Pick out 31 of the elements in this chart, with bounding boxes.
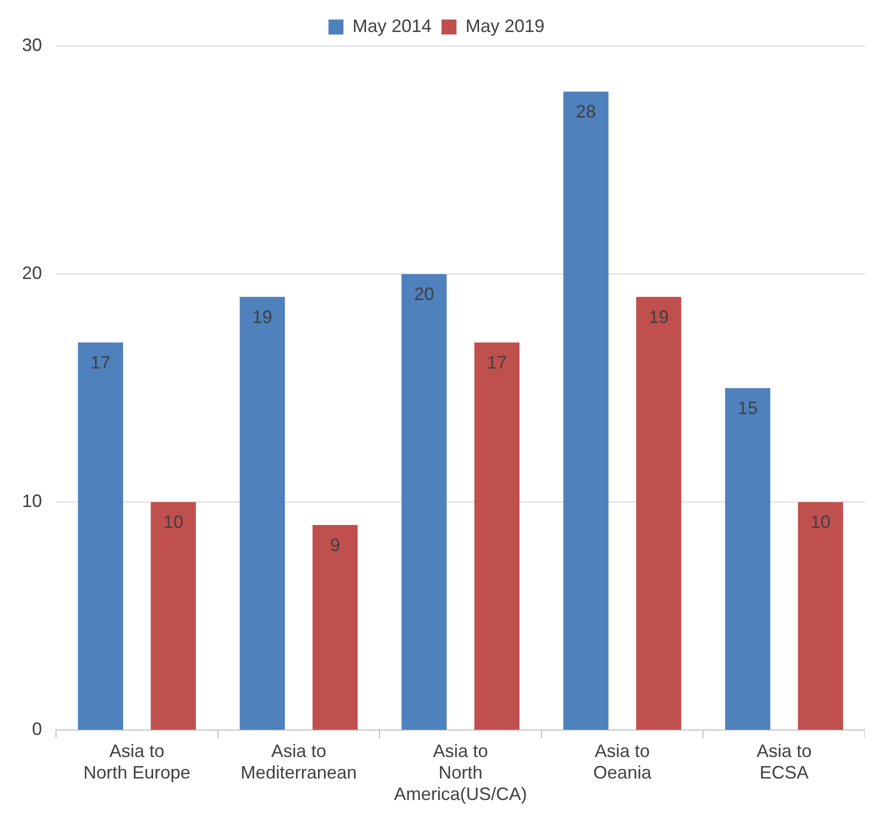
bar (725, 388, 770, 730)
data-label: 9 (330, 534, 340, 555)
y-tick-label: 10 (22, 491, 42, 512)
data-label: 10 (810, 512, 831, 532)
data-label: 10 (163, 512, 184, 532)
bar (402, 274, 447, 730)
bar (150, 502, 196, 730)
data-label: 20 (414, 284, 434, 304)
y-tick-label: 20 (22, 263, 42, 284)
data-label: 15 (738, 398, 758, 418)
bar (798, 502, 844, 730)
x-tick-label: Asia to North America(US/CA) (394, 740, 528, 804)
x-tick-label: Asia to ECSA (756, 740, 812, 783)
data-label: 28 (576, 102, 596, 122)
bar (78, 342, 124, 730)
bar (563, 92, 608, 730)
bar (474, 342, 520, 730)
x-tick-label: Asia to North Europe (83, 740, 190, 783)
bar (636, 296, 682, 730)
x-tick-label: Asia to Oeania (593, 740, 652, 783)
x-tick-label: Asia to Mediterranean (240, 740, 357, 783)
data-label: 19 (648, 306, 669, 327)
bar (240, 296, 285, 730)
data-label: 17 (486, 352, 507, 372)
legend-label: May 2014 (352, 16, 432, 36)
y-tick-label: 0 (32, 719, 42, 740)
data-label: 19 (252, 306, 272, 327)
data-label: 17 (90, 352, 111, 372)
legend-label: May 2019 (466, 16, 545, 36)
y-tick-label: 30 (22, 34, 42, 55)
bar (312, 524, 358, 730)
